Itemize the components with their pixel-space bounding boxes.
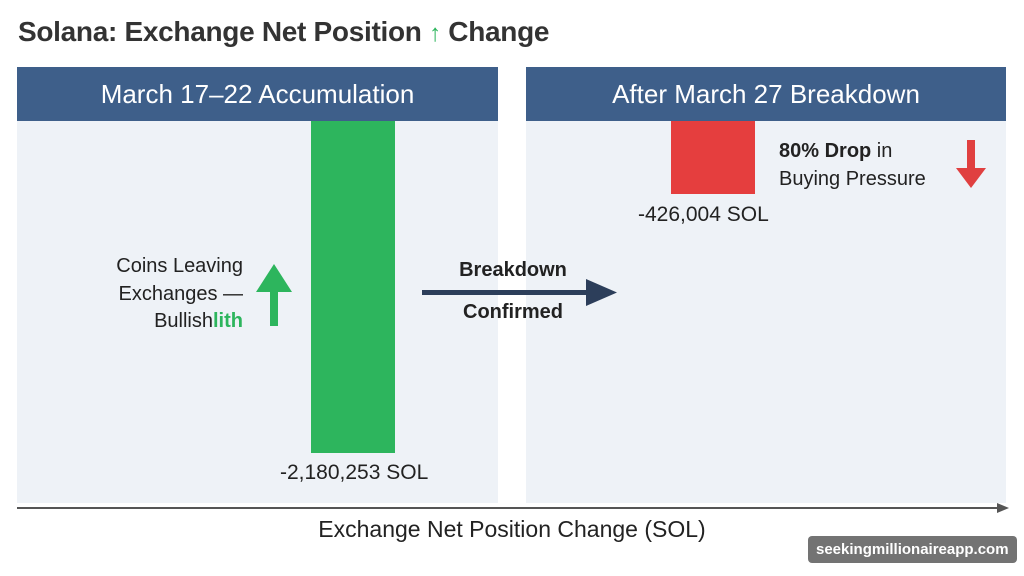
annotation-left: Coins Leaving Exchanges — Bullishlith	[116, 255, 243, 332]
value-label: -2,180,253 SOL	[280, 461, 429, 484]
bar-accumulation	[311, 121, 395, 453]
annotation-right: 80% Drop in Buying Pressure	[779, 140, 926, 190]
value-label: -426,004 SOL	[638, 203, 769, 226]
chart-title: Solana: Exchange Net Position ↑ Change	[18, 16, 550, 47]
panel-accumulation: March 17–22 Accumulation	[17, 67, 498, 503]
annotation-middle: Breakdown Confirmed	[459, 259, 567, 323]
arrow-up-icon: ↑	[429, 20, 441, 47]
x-axis	[17, 503, 1009, 513]
watermark: seekingmillionaireapp.com	[808, 536, 1017, 563]
bar-breakdown	[671, 121, 755, 194]
x-axis-label: Exchange Net Position Change (SOL)	[318, 516, 706, 542]
arrow-down-icon	[956, 140, 986, 188]
arrow-right-icon	[422, 279, 617, 306]
panel-breakdown: After March 27 Breakdown	[526, 67, 1006, 503]
arrow-up-icon	[256, 264, 292, 326]
panel-header: March 17–22 Accumulation	[17, 67, 498, 121]
panel-header: After March 27 Breakdown	[526, 67, 1006, 121]
